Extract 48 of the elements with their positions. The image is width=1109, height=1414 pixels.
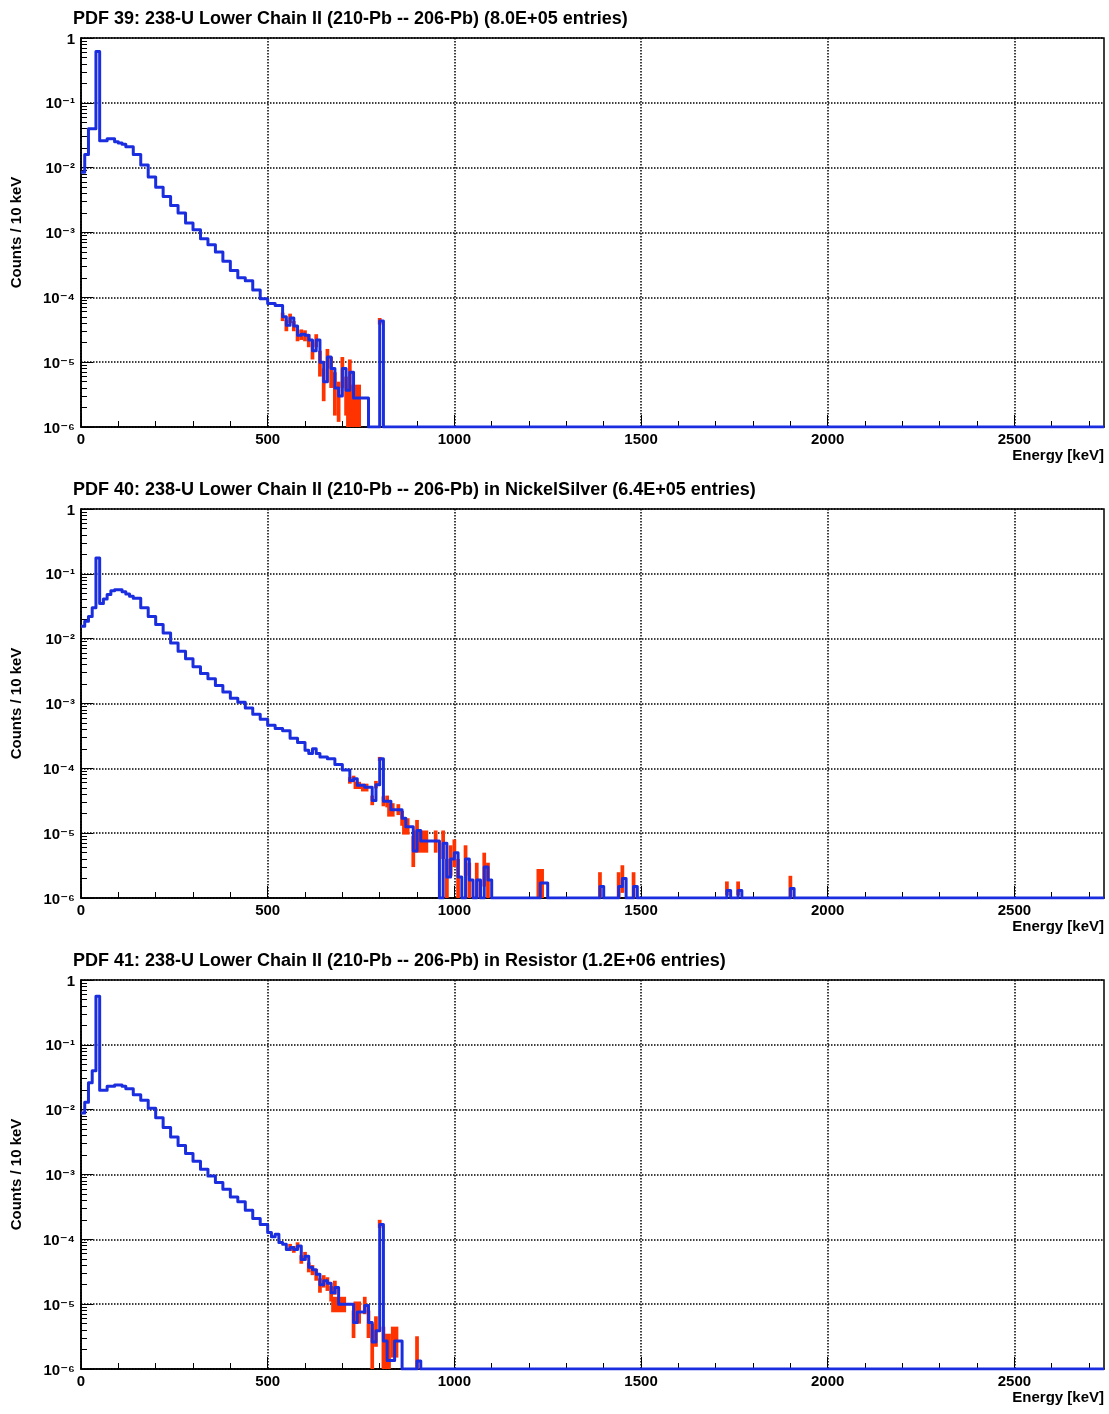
x-tick-label: 500	[255, 901, 281, 918]
y-axis-title: Counts / 10 keV	[7, 176, 24, 289]
y-tick-label: 10⁻¹	[45, 94, 75, 112]
y-tick-label: 10⁻¹	[45, 565, 75, 583]
y-tick-label: 10⁻⁶	[43, 889, 75, 907]
y-tick-label: 10⁻⁶	[43, 1360, 75, 1378]
chart-title: PDF 41: 238-U Lower Chain II (210-Pb -- 206-Pb) in Resistor (1.2E+06 entries)	[73, 950, 726, 970]
x-tick-label: 500	[255, 1372, 281, 1389]
x-tick-label: 2000	[811, 901, 845, 918]
x-tick-label: 2000	[811, 1372, 845, 1389]
x-tick-label: 2500	[997, 1372, 1032, 1389]
x-tick-label: 1500	[624, 901, 658, 918]
y-tick-label: 10⁻³	[45, 1166, 75, 1183]
y-tick-label: 10⁻³	[45, 224, 75, 241]
y-tick-label: 10⁻⁶	[43, 418, 75, 436]
x-tick-label: 2000	[811, 430, 845, 447]
y-tick-label: 10⁻⁴	[42, 759, 75, 777]
y-tick-label: 10⁻²	[45, 159, 75, 177]
y-tick-label: 1	[66, 29, 75, 47]
x-axis-title: Energy [keV]	[1012, 1388, 1104, 1405]
chart-title: PDF 40: 238-U Lower Chain II (210-Pb -- 206-Pb) in NickelSilver (6.4E+05 entries)	[73, 479, 756, 499]
y-tick-label: 10⁻⁴	[42, 1230, 75, 1248]
y-axis-title: Counts / 10 keV	[7, 647, 24, 760]
x-axis-title: Energy [keV]	[1012, 917, 1104, 934]
y-tick-label: 10⁻³	[45, 695, 75, 712]
x-tick-label: 500	[255, 430, 281, 447]
x-tick-label: 1500	[624, 1372, 658, 1389]
y-tick-label: 10⁻⁴	[42, 288, 75, 306]
y-tick-label: 10⁻²	[45, 630, 75, 648]
x-tick-label: 2500	[997, 430, 1032, 447]
x-tick-label: 0	[76, 1372, 86, 1389]
y-tick-label: 10⁻⁵	[43, 824, 75, 842]
x-tick-label: 1000	[437, 430, 472, 447]
x-tick-label: 1000	[437, 1372, 472, 1389]
y-tick-label: 1	[66, 500, 75, 518]
x-tick-label: 0	[76, 430, 86, 447]
x-tick-label: 0	[76, 901, 86, 918]
x-tick-label: 1500	[624, 430, 658, 447]
y-tick-label: 10⁻¹	[45, 1036, 75, 1054]
x-tick-label: 1000	[437, 901, 472, 918]
y-tick-label: 10⁻⁵	[43, 353, 75, 371]
y-tick-label: 10⁻²	[45, 1101, 75, 1119]
x-axis-title: Energy [keV]	[1012, 446, 1104, 463]
y-tick-label: 10⁻⁵	[43, 1295, 75, 1313]
y-tick-label: 1	[66, 971, 75, 989]
chart-title: PDF 39: 238-U Lower Chain II (210-Pb -- 206-Pb) (8.0E+05 entries)	[73, 8, 628, 28]
y-axis-title: Counts / 10 keV	[7, 1118, 24, 1231]
x-tick-label: 2500	[997, 901, 1032, 918]
